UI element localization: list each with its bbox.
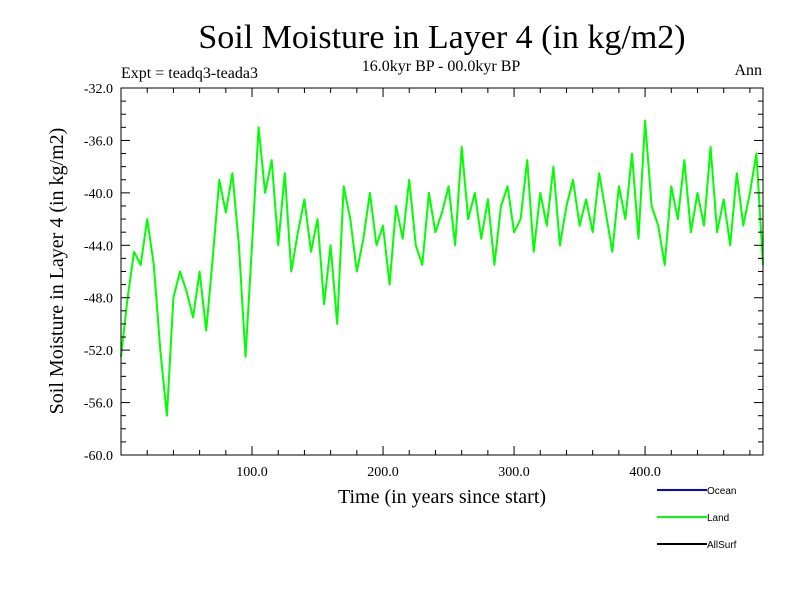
season-label: Ann (734, 62, 762, 79)
y-tick-label: -56.0 (84, 397, 113, 412)
y-tick-label: -52.0 (84, 344, 113, 359)
y-axis-label: Soil Moisture in Layer 4 (in kg/m2) (46, 128, 68, 415)
x-tick-label: 200.0 (367, 465, 399, 480)
legend-label-land: Land (707, 513, 729, 524)
series-line-land (120, 119, 764, 417)
chart-subtitle: 16.0kyr BP - 00.0kyr BP (362, 58, 521, 75)
legend-label-ocean: Ocean (707, 486, 736, 497)
x-tick-label: 300.0 (498, 465, 530, 480)
x-tick-label: 400.0 (629, 465, 661, 480)
y-tick-label: -48.0 (84, 292, 113, 307)
experiment-label: Expt = teadq3-teada3 (121, 65, 258, 82)
y-tick-label: -36.0 (84, 134, 113, 149)
plot-frame (120, 87, 764, 456)
y-tick-label: -60.0 (84, 449, 113, 464)
y-tick-label: -44.0 (84, 239, 113, 254)
x-axis-label: Time (in years since start) (338, 486, 546, 508)
y-tick-label: -32.0 (84, 82, 113, 97)
legend-label-allsurf: AllSurf (707, 540, 737, 551)
y-tick-label: -40.0 (84, 187, 113, 202)
chart-title: Soil Moisture in Layer 4 (in kg/m2) (198, 19, 685, 56)
x-tick-label: 100.0 (236, 465, 268, 480)
legend: Ocean Land AllSurf (657, 486, 737, 551)
